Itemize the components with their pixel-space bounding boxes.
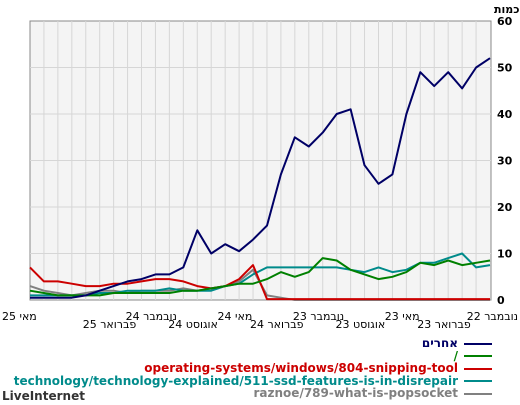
x-tick-label: מאי 23 bbox=[385, 310, 420, 323]
legend-label: / bbox=[453, 348, 458, 363]
y-tick-label: 0 bbox=[497, 294, 505, 307]
legend-swatch bbox=[464, 367, 492, 370]
series-line bbox=[29, 257, 491, 297]
legend-swatch bbox=[464, 355, 492, 357]
series-lines bbox=[29, 57, 491, 301]
legend-label: אחרים bbox=[421, 336, 458, 350]
x-tick-label: מאי 24 bbox=[218, 310, 253, 323]
legend-item: אחרים bbox=[422, 336, 492, 351]
x-tick-label: אוגוסט 24 bbox=[168, 318, 218, 331]
x-tick-label: פברואר 25 bbox=[83, 318, 137, 331]
series-line bbox=[30, 57, 491, 299]
legend-label: operating-systems/windows/804-snipping-t… bbox=[144, 361, 458, 375]
x-tick-label: נובמבר 24 bbox=[126, 310, 177, 323]
x-tick-label: פברואר 23 bbox=[417, 318, 471, 331]
legend: אחרים / operating-systems/windows/804-snip… bbox=[12, 336, 492, 400]
y-tick-labels: 0 10 20 30 40 50 60 bbox=[497, 15, 513, 307]
brand-label: LiveInternet bbox=[2, 389, 85, 403]
legend-item: operating-systems/windows/804-snipping-t… bbox=[144, 361, 492, 376]
y-tick-label: 50 bbox=[497, 62, 513, 75]
y-tick-label: 20 bbox=[497, 201, 513, 214]
legend-item: / bbox=[454, 349, 492, 364]
x-tick-label: נובמבר 23 bbox=[293, 310, 344, 323]
legend-label: raznoe/789-what-is-popsocket bbox=[253, 386, 458, 400]
y-tick-label: 40 bbox=[497, 108, 513, 121]
y-axis-label: כמות bbox=[494, 3, 519, 16]
x-tick-label: נובמבר 22 bbox=[467, 310, 518, 323]
x-tick-label: פברואר 24 bbox=[250, 318, 304, 331]
y-tick-label: 60 bbox=[497, 15, 513, 28]
x-tick-label: אוגוסט 23 bbox=[336, 318, 386, 331]
legend-item: raznoe/789-what-is-popsocket bbox=[254, 386, 492, 401]
legend-swatch bbox=[464, 392, 492, 395]
y-tick-label: 30 bbox=[497, 155, 513, 168]
grid bbox=[30, 21, 491, 300]
legend-swatch bbox=[464, 342, 492, 345]
y-tick-label: 10 bbox=[497, 248, 513, 261]
legend-label: technology/technology-explained/511-ssd-… bbox=[13, 373, 458, 388]
legend-item: technology/technology-explained/511-ssd-… bbox=[14, 374, 492, 389]
x-tick-label: מאי 25 bbox=[2, 310, 37, 323]
legend-swatch bbox=[464, 380, 492, 382]
